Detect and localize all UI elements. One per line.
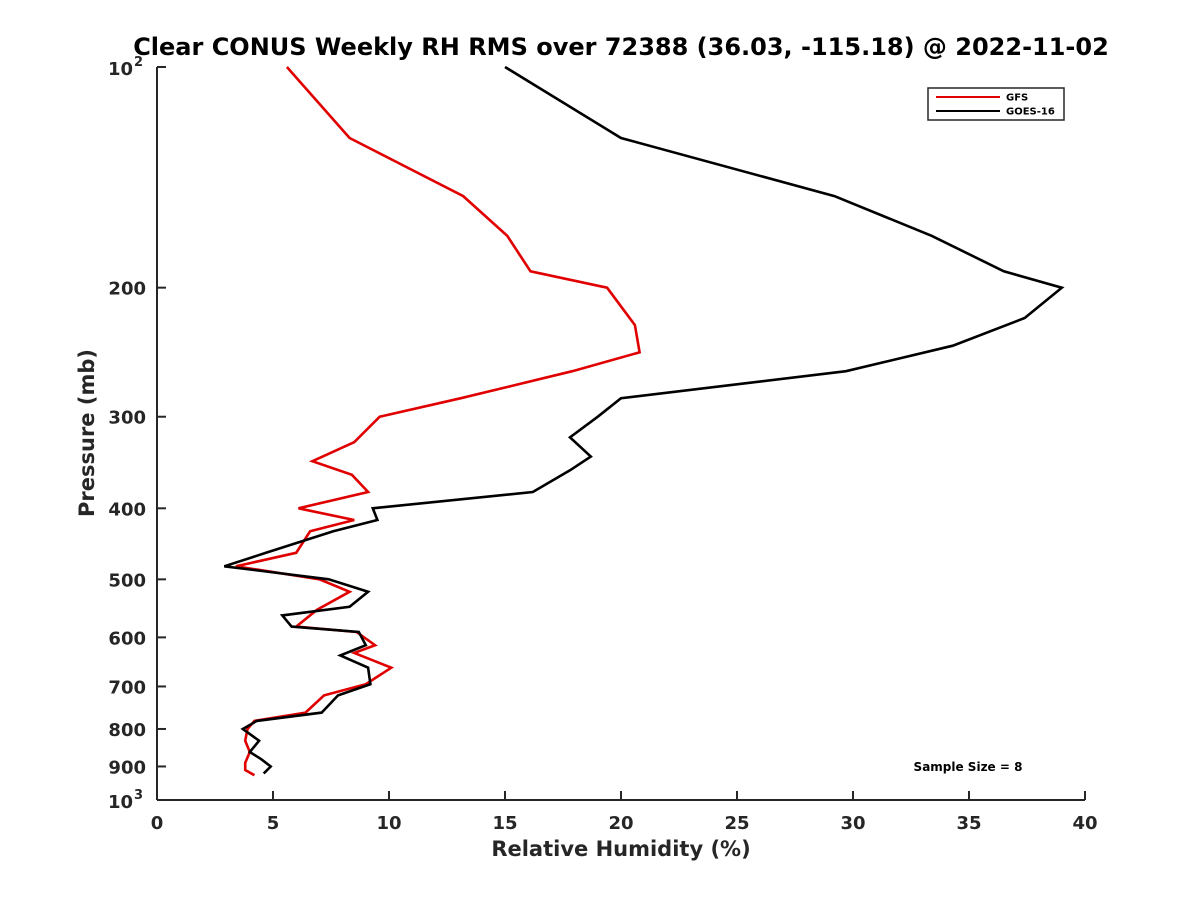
x-axis-label: Relative Humidity (%)	[491, 837, 750, 861]
x-tick-label: 5	[267, 813, 280, 834]
y-tick-exponent: 3	[134, 788, 143, 803]
y-tick-label: 10	[108, 59, 133, 80]
y-tick-label: 400	[108, 499, 146, 520]
legend-entry-goes16: GOES-16	[1006, 107, 1055, 118]
legend-entry-gfs: GFS	[1006, 93, 1028, 104]
y-tick-label: 300	[108, 408, 146, 429]
x-tick-label: 40	[1072, 813, 1097, 834]
x-tick-label: 30	[840, 813, 865, 834]
series-line-goes16	[223, 65, 1065, 775]
series-layer	[223, 65, 1065, 777]
x-tick-label: 10	[376, 813, 401, 834]
y-axis-label: Pressure (mb)	[75, 349, 99, 517]
y-tick-label: 700	[108, 677, 146, 698]
chart-title: Clear CONUS Weekly RH RMS over 72388 (36…	[133, 33, 1109, 61]
legend: GFS GOES-16	[927, 87, 1065, 121]
y-tick-label: 800	[108, 720, 146, 741]
y-tick-label: 200	[108, 279, 146, 300]
x-tick-label: 20	[608, 813, 633, 834]
y-tick-label: 10	[108, 792, 133, 813]
y-tick-label: 900	[108, 757, 146, 778]
legend-box	[927, 87, 1065, 121]
y-tick-label: 500	[108, 570, 146, 591]
x-tick-label: 25	[724, 813, 749, 834]
x-tick-label: 15	[492, 813, 517, 834]
y-tick-label: 600	[108, 628, 146, 649]
x-tick-label: 35	[956, 813, 981, 834]
y-tick-exponent: 2	[134, 55, 143, 70]
x-tick-label: 0	[151, 813, 164, 834]
sample-size-annotation: Sample Size = 8	[914, 760, 1023, 774]
